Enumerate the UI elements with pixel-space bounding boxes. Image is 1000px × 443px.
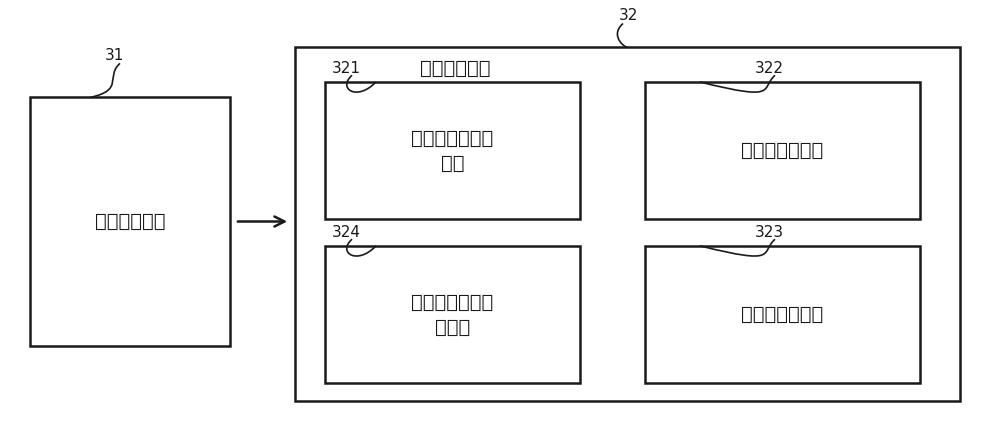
Text: 模型获取模块: 模型获取模块 (95, 212, 165, 231)
Text: 322: 322 (755, 61, 784, 76)
Text: 323: 323 (755, 225, 784, 240)
Text: 分类得分获取子
模块: 分类得分获取子 模块 (411, 128, 494, 173)
Text: 模型训练模块: 模型训练模块 (420, 59, 490, 78)
Text: 模型更新子模块: 模型更新子模块 (741, 305, 824, 324)
Text: 待标注样本确定
子模块: 待标注样本确定 子模块 (411, 292, 494, 337)
Bar (325, 246, 580, 383)
Bar (645, 246, 920, 383)
Bar (325, 82, 580, 219)
Text: 324: 324 (332, 225, 361, 240)
Text: 融合排序子模块: 融合排序子模块 (741, 141, 824, 160)
Text: 31: 31 (105, 48, 125, 63)
Text: 321: 321 (332, 61, 361, 76)
Text: 32: 32 (618, 8, 638, 23)
Bar (30, 97, 230, 346)
Bar (295, 47, 960, 401)
Bar (645, 82, 920, 219)
